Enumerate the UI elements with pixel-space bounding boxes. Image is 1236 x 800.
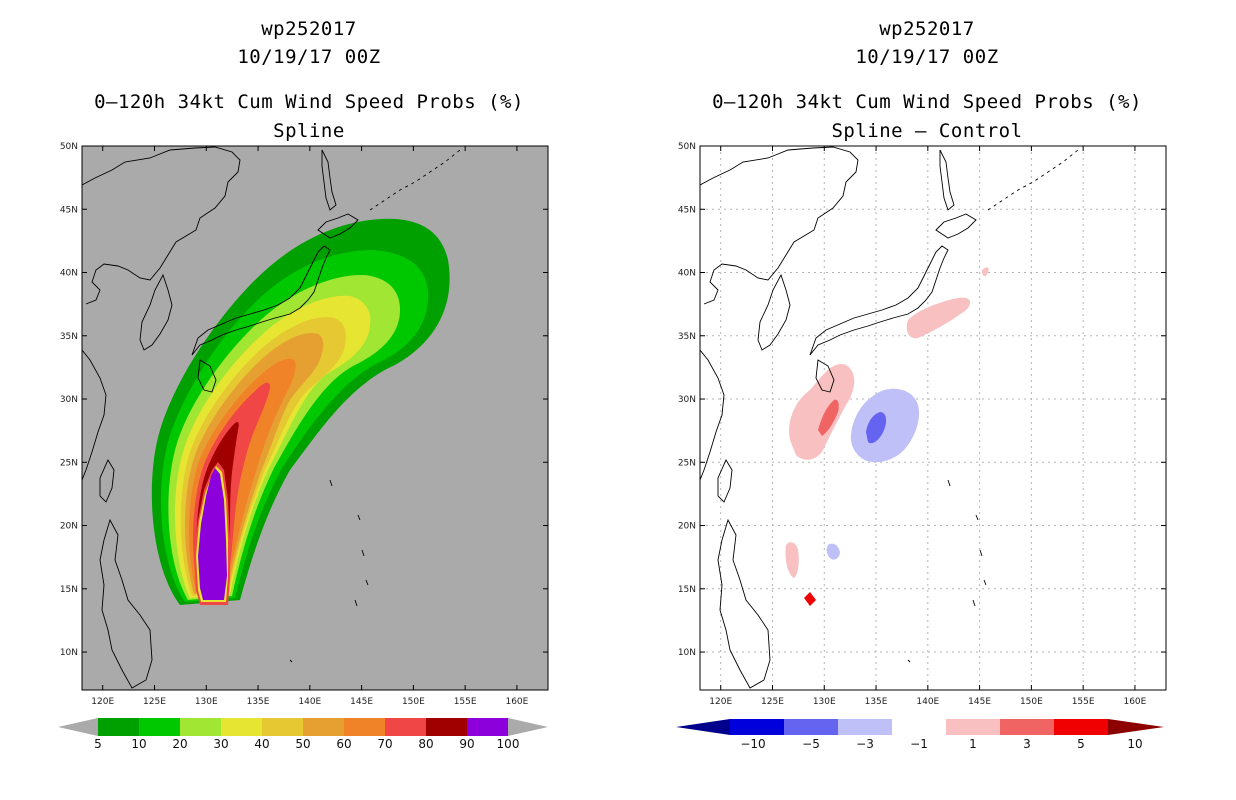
lon-tick-label: 125E [143, 697, 166, 707]
lat-tick-label: 15N [60, 585, 78, 595]
colorbar-label: 5 [94, 737, 102, 751]
colorbar-swatch [1054, 719, 1108, 735]
colorbar-label: 50 [295, 737, 310, 751]
colorbar-label: 1 [969, 737, 977, 751]
lat-tick-label: 20N [678, 522, 696, 532]
lon-tick-label: 150E [1020, 697, 1043, 707]
colorbar-low-end [58, 718, 98, 736]
colorbar-swatch [385, 718, 426, 736]
lat-tick-label: 45N [60, 205, 78, 215]
colorbar-swatch [180, 718, 221, 736]
lon-tick-label: 135E [247, 697, 270, 707]
left-map: 120E 125E 130E 135E 140E 145E 150E 155E 160E 50N 4… [58, 142, 549, 751]
right-map: 120E 125E 130E 135E 140E 145E 150E 155E 160E 50N 4… [676, 142, 1167, 751]
lat-tick-label: 20N [60, 522, 78, 532]
lat-tick-label: 10N [60, 648, 78, 658]
right-map-frame [699, 145, 1167, 691]
lon-tick-label: 135E [865, 697, 888, 707]
colorbar-swatch [946, 719, 1000, 735]
lat-tick-label: 25N [678, 458, 696, 468]
colorbar-label: 80 [418, 737, 433, 751]
lon-tick-label: 155E [454, 697, 477, 707]
colorbar-label: 20 [172, 737, 187, 751]
right-subtitle: Spline – Control [831, 120, 1023, 142]
left-subtitle: Spline [273, 120, 345, 142]
lon-tick-label: 160E [505, 697, 528, 707]
colorbar-swatch [838, 719, 892, 735]
lat-tick-label: 40N [678, 269, 696, 279]
right-axis-ticks: 120E 125E 130E 135E 140E 145E 150E 155E 160E 50N 4… [678, 142, 1166, 707]
left-axis-ticks: 120E 125E 130E 135E 140E 145E 150E 155E 160E 50N 4… [60, 142, 548, 707]
colorbar-label: 70 [377, 737, 392, 751]
colorbar-swatch [784, 719, 838, 735]
colorbar-swatch [303, 718, 344, 736]
colorbar-label: 5 [1077, 737, 1085, 751]
right-difference-field [785, 267, 989, 606]
lon-tick-label: 155E [1072, 697, 1095, 707]
lon-tick-label: 140E [916, 697, 939, 707]
lat-tick-label: 30N [678, 395, 696, 405]
colorbar-label: 90 [459, 737, 474, 751]
colorbar-swatch [1000, 719, 1054, 735]
lon-tick-label: 120E [709, 697, 732, 707]
left-probability-field [151, 218, 450, 605]
lat-tick-label: 15N [678, 585, 696, 595]
right-datetime: 10/19/17 00Z [855, 46, 999, 68]
right-colorbar: −10 −5 −3 −1 1 3 5 10 [676, 719, 1164, 751]
lat-tick-label: 50N [60, 142, 78, 152]
lat-tick-label: 30N [60, 395, 78, 405]
colorbar-label: −3 [856, 737, 874, 751]
colorbar-swatch [221, 718, 262, 736]
colorbar-swatch [139, 718, 180, 736]
right-title: 0–120h 34kt Cum Wind Speed Probs (%) [712, 91, 1142, 113]
lon-tick-label: 145E [968, 697, 991, 707]
right-map-background [700, 146, 1166, 690]
colorbar-label: 100 [497, 737, 520, 751]
lon-tick-label: 160E [1123, 697, 1146, 707]
lon-tick-label: 130E [195, 697, 218, 707]
colorbar-label: 30 [213, 737, 228, 751]
colorbar-label: 60 [336, 737, 351, 751]
lat-tick-label: 45N [678, 205, 696, 215]
colorbar-swatch [98, 718, 139, 736]
colorbar-label: −5 [802, 737, 820, 751]
lon-tick-label: 125E [761, 697, 784, 707]
colorbar-label: −1 [910, 737, 928, 751]
lon-tick-label: 145E [350, 697, 373, 707]
colorbar-label: 10 [1127, 737, 1142, 751]
colorbar-swatch [344, 718, 385, 736]
right-storm-id: wp252017 [879, 18, 975, 40]
left-storm-id: wp252017 [261, 18, 357, 40]
right-panel: wp252017 10/19/17 00Z 0–120h 34kt Cum Wi… [618, 0, 1236, 800]
lat-tick-label: 50N [678, 142, 696, 152]
lat-tick-label: 35N [60, 332, 78, 342]
left-title: 0–120h 34kt Cum Wind Speed Probs (%) [94, 91, 524, 113]
colorbar-swatch [892, 719, 946, 735]
colorbar-swatch [262, 718, 303, 736]
lat-tick-label: 40N [60, 269, 78, 279]
lon-tick-label: 130E [813, 697, 836, 707]
lon-tick-label: 150E [402, 697, 425, 707]
lat-tick-label: 25N [60, 458, 78, 468]
left-datetime: 10/19/17 00Z [237, 46, 381, 68]
colorbar-low-end [676, 719, 730, 735]
colorbar-label: −10 [740, 737, 765, 751]
lon-tick-label: 120E [91, 697, 114, 707]
colorbar-label: 10 [131, 737, 146, 751]
colorbar-swatch [730, 719, 784, 735]
colorbar-label: 40 [254, 737, 269, 751]
colorbar-high-end [508, 718, 548, 736]
lat-tick-label: 35N [678, 332, 696, 342]
left-map-frame [81, 145, 549, 691]
colorbar-label: 3 [1023, 737, 1031, 751]
colorbar-high-end [1108, 719, 1164, 735]
left-colorbar: 5 10 20 30 40 50 60 70 80 90 100 [58, 718, 548, 751]
lat-tick-label: 10N [678, 648, 696, 658]
lon-tick-label: 140E [298, 697, 321, 707]
colorbar-swatch [467, 718, 508, 736]
colorbar-swatch [426, 718, 467, 736]
left-panel: wp252017 10/19/17 00Z 0–120h 34kt Cum Wi… [58, 18, 549, 751]
